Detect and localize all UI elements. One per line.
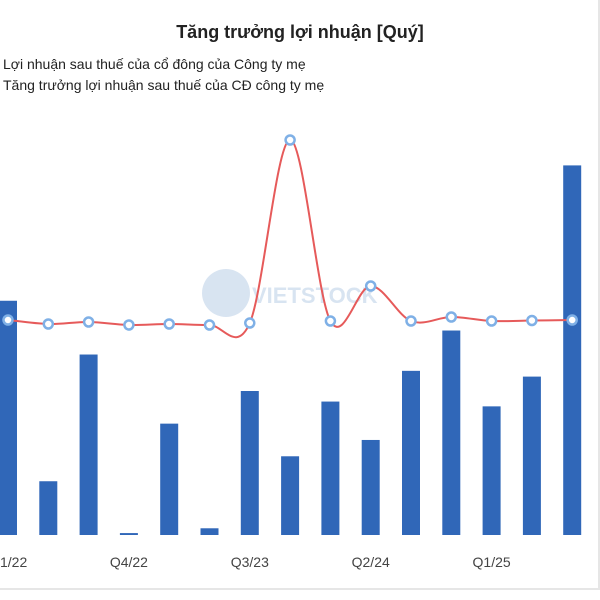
bar-Q2/24 [361,439,380,535]
x-tick-label: Q2/24 [352,554,390,570]
bar-Q3/23 [240,391,259,535]
growth-point-Q1/24 [324,315,337,327]
growth-point-Q3/24 [405,315,417,327]
bar-Q1/22 [0,300,17,535]
watermark-logo: VIETSTOCK [202,269,378,317]
growth-point-Q2/24 [364,280,377,292]
bar-Q3/22 [79,354,98,535]
bar-Q2/23 [200,528,219,535]
bar-Q1/25 [482,406,501,535]
x-tick-label: Q1/25 [473,554,511,570]
growth-point-Q2/22 [42,318,55,330]
growth-point-Q3/22 [82,316,95,328]
x-tick-label: Q4/22 [110,554,148,570]
growth-point-Q3/25 [566,314,578,326]
legend-item-profit: Lợi nhuận sau thuế của cổ đông của Công … [3,56,306,72]
growth-point-Q1/22 [2,314,14,326]
growth-point-Q4/22 [123,319,135,331]
bar-Q3/25 [563,165,582,535]
legend-item-growth: Tăng trưởng lợi nhuận sau thuế của CĐ cô… [3,77,325,93]
x-tick-label: Q3/23 [231,554,269,570]
bar-Q2/22 [39,481,58,535]
growth-point-Q1/23 [163,318,175,330]
bar-Q3/24 [402,370,420,535]
growth-point-Q2/23 [203,319,216,331]
growth-point-Q1/25 [485,315,498,327]
watermark-globe-icon [202,269,250,317]
watermark-text: VIETSTOCK [252,283,378,308]
chart-title: Tăng trưởng lợi nhuận [Quý] [176,22,424,42]
growth-point-Q4/23 [284,134,296,146]
legend: Lợi nhuận sau thuế của cổ đông của Công … [3,54,324,96]
bar-Q4/22 [119,533,138,535]
bar-Q1/23 [160,423,179,535]
bar-Q1/24 [321,401,340,535]
bar-Q2/25 [522,376,541,535]
growth-point-Q4/24 [445,311,458,323]
growth-point-Q2/25 [526,314,538,327]
bar-Q4/24 [442,330,461,535]
bar-Q4/23 [281,456,300,535]
x-tick-label: 1/22 [0,554,27,570]
growth-point-Q3/23 [244,317,256,329]
